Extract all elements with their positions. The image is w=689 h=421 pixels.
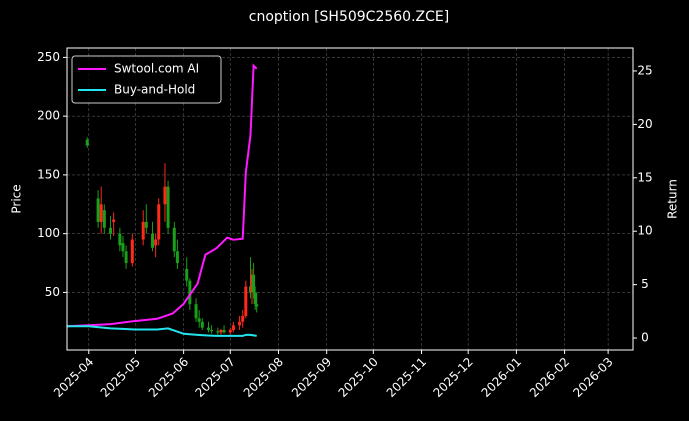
candle-body — [109, 227, 113, 234]
y-tick-label: 150 — [37, 167, 60, 181]
x-tick-label: 2025-07 — [193, 355, 238, 400]
candle-body — [197, 318, 201, 322]
x-tick-label: 2025-04 — [51, 355, 96, 400]
candle-body — [238, 321, 242, 326]
x-tick-label: 2025-10 — [336, 355, 381, 400]
series-line — [67, 325, 257, 337]
chart-title: cnoption [SH509C2560.ZCE] — [249, 9, 449, 25]
candle-body — [244, 286, 248, 316]
candle-body — [194, 304, 198, 319]
x-tick-label: 2025-05 — [98, 355, 143, 400]
y2-tick-label: 5 — [641, 277, 649, 291]
candle-body — [85, 139, 89, 146]
y2-axis-label: Return — [666, 179, 680, 219]
y2-tick-label: 25 — [637, 63, 652, 77]
candle-body — [200, 321, 204, 328]
x-tick-label: 2026-01 — [479, 355, 524, 400]
x-tick-label: 2025-12 — [430, 355, 475, 400]
candle-body — [96, 198, 100, 222]
legend-label: Buy-and-Hold — [114, 83, 195, 97]
legend-label: Swtool.com AI — [114, 62, 199, 76]
candle-body — [144, 221, 148, 228]
candle-body — [163, 186, 167, 205]
candle-body — [188, 280, 192, 305]
candle-body — [210, 330, 214, 332]
legend: Swtool.com AI Buy-and-Hold — [71, 55, 222, 104]
candle-body — [255, 304, 259, 307]
plot-frame — [66, 47, 634, 351]
candle-body — [216, 331, 220, 333]
candle-body — [241, 315, 245, 322]
x-tick-label: 2025-08 — [241, 355, 286, 400]
candle-body — [151, 233, 155, 248]
y-tick-label: 250 — [37, 50, 60, 64]
candle-body — [250, 274, 254, 293]
candle-body — [102, 210, 106, 228]
y2-tick-label: 15 — [637, 170, 652, 184]
candle-body — [118, 233, 122, 246]
y-axis-label: Price — [10, 184, 24, 213]
series-line — [66, 63, 258, 328]
x-tick-label: 2025-09 — [289, 355, 334, 400]
candle-body — [166, 186, 170, 228]
candle-body — [112, 219, 116, 222]
candle-body — [185, 268, 189, 281]
candle-body — [130, 239, 134, 264]
candle-body — [154, 239, 158, 246]
y-tick-label: 100 — [37, 226, 60, 240]
candle-body — [219, 330, 223, 333]
legend-box — [71, 55, 222, 104]
candle-body — [252, 274, 256, 293]
candle-body — [172, 227, 176, 252]
candle-body — [228, 330, 232, 333]
y-tick-label: 50 — [45, 285, 60, 299]
x-tick-label: 2025-06 — [146, 355, 191, 400]
candle-body — [121, 243, 125, 252]
y2-tick-label: 0 — [641, 331, 649, 345]
candle-body — [222, 330, 226, 333]
y2-tick-label: 20 — [637, 117, 652, 131]
y-tick-label: 200 — [37, 109, 60, 123]
candle-body — [231, 325, 235, 331]
x-tick-label: 2025-11 — [384, 355, 429, 400]
candle-body — [248, 286, 252, 293]
candle-body — [157, 204, 161, 240]
y2-tick-label: 10 — [637, 224, 652, 238]
candle-body — [175, 251, 179, 264]
x-tick-label: 2026-03 — [570, 355, 615, 400]
candle-body — [141, 221, 145, 240]
candle-body — [124, 251, 128, 264]
candle-body — [207, 327, 210, 331]
candle-body — [253, 292, 257, 305]
candle-body — [99, 204, 103, 222]
x-tick-label: 2026-02 — [527, 355, 572, 400]
